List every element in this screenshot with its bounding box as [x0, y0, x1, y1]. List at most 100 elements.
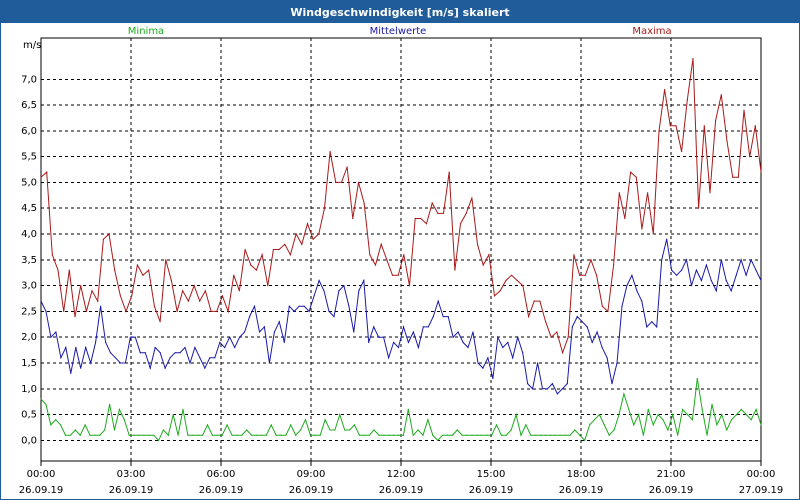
data-point [652, 424, 654, 426]
data-point [499, 290, 501, 292]
data-point [651, 321, 653, 323]
data-point [211, 434, 213, 436]
data-point [505, 279, 507, 282]
data-point [149, 367, 151, 369]
data-point [447, 316, 449, 318]
data-point [690, 285, 693, 287]
data-point [114, 269, 116, 271]
data-point [397, 274, 399, 276]
data-point [681, 150, 683, 153]
x-tick-date-label: 26.09.19 [289, 485, 334, 496]
y-tick-label: 1,5 [21, 358, 37, 369]
data-point [123, 419, 125, 421]
data-point [197, 434, 199, 436]
data-point [546, 388, 549, 390]
data-point [760, 279, 762, 282]
chart-title: Windgeschwindigkeit [m/s] skaliert [1, 1, 799, 23]
x-tick-time-label: 06:00 [207, 469, 236, 480]
data-point [113, 429, 116, 431]
data-point [144, 352, 146, 354]
data-point [280, 434, 282, 436]
data-point [45, 403, 47, 405]
data-point [64, 434, 67, 436]
data-point [182, 290, 184, 292]
data-point [329, 429, 331, 431]
data-point [477, 362, 479, 364]
y-tick-label: 2,0 [21, 332, 37, 343]
data-point [40, 300, 42, 302]
data-point [250, 264, 252, 266]
data-point [667, 429, 669, 431]
data-point [118, 408, 120, 410]
data-point [579, 434, 581, 436]
data-point [682, 408, 684, 410]
x-tick-time-label: 00:00 [747, 469, 776, 480]
data-point [556, 331, 558, 333]
data-point [522, 285, 524, 287]
data-point [184, 346, 186, 349]
data-point [373, 326, 375, 328]
data-point [703, 125, 705, 127]
data-point [677, 434, 679, 436]
data-point [556, 393, 559, 395]
data-point [84, 424, 86, 426]
y-tick-label: 4,0 [21, 229, 37, 240]
data-point [486, 434, 488, 436]
data-point [346, 166, 348, 168]
data-point [363, 279, 365, 282]
data-point [258, 331, 261, 333]
data-point [273, 331, 275, 333]
data-point [755, 269, 757, 271]
data-point [476, 243, 479, 245]
data-point [715, 119, 717, 122]
data-point [378, 336, 380, 338]
data-point [466, 434, 468, 436]
data-point [525, 424, 527, 426]
data-point [133, 434, 135, 436]
data-point [505, 434, 507, 436]
data-point [656, 326, 658, 328]
data-point [143, 434, 145, 436]
data-point [159, 352, 161, 354]
data-point [685, 259, 688, 261]
data-point [666, 238, 668, 240]
data-point [701, 408, 703, 410]
data-point [601, 305, 603, 307]
data-point [139, 352, 141, 354]
data-point [743, 109, 745, 111]
data-point [380, 243, 382, 245]
data-point [236, 434, 238, 436]
series-points-maxima [40, 58, 762, 354]
data-point [204, 367, 206, 369]
data-point [309, 434, 311, 436]
data-point [57, 269, 59, 271]
data-point [532, 388, 534, 390]
legend-label-maxima: Maxima [632, 26, 671, 37]
data-point [314, 434, 316, 436]
y-tick-label: 4,5 [21, 203, 37, 214]
data-point [74, 429, 76, 431]
data-point [735, 274, 737, 276]
data-point [210, 310, 212, 312]
data-point [383, 434, 385, 436]
data-point [533, 300, 535, 302]
data-point [598, 414, 601, 416]
data-point [105, 341, 107, 343]
data-point [711, 403, 713, 405]
data-point [487, 357, 489, 359]
data-point [671, 269, 673, 271]
data-point [128, 434, 130, 436]
data-point [167, 434, 169, 436]
data-point [65, 346, 67, 349]
data-point [393, 341, 395, 343]
data-point [80, 367, 82, 369]
data-point [740, 408, 743, 410]
data-point [750, 419, 752, 421]
data-point [647, 192, 649, 194]
data-point [493, 295, 496, 297]
data-point [442, 316, 444, 318]
data-point [129, 336, 131, 338]
data-point [304, 419, 307, 421]
data-point [234, 346, 236, 349]
data-point [432, 316, 434, 318]
